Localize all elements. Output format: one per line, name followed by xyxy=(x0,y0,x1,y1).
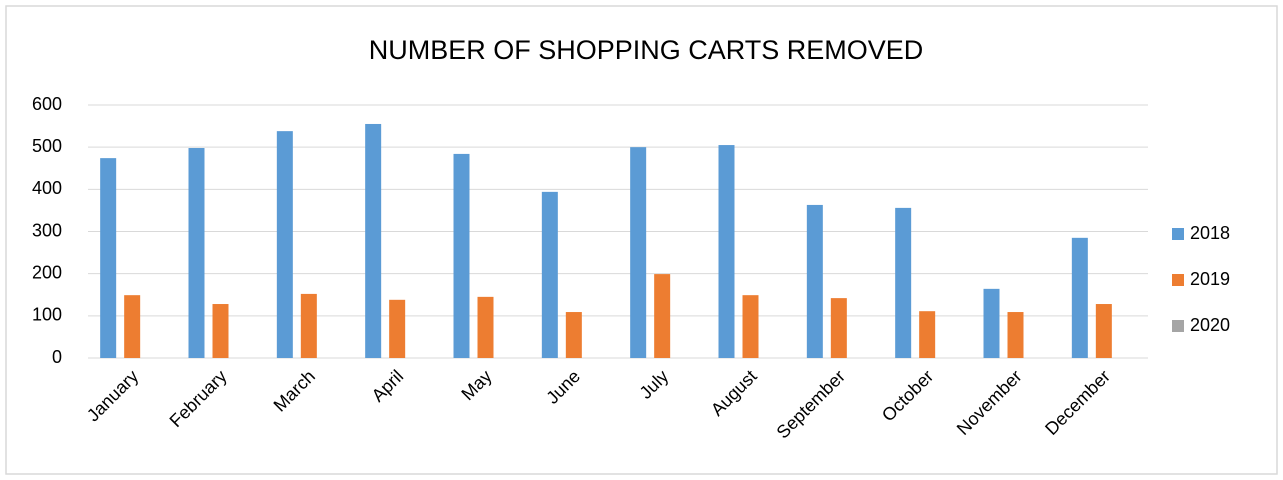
bar xyxy=(100,158,117,358)
bar xyxy=(1007,312,1024,358)
bar xyxy=(630,147,647,358)
bar xyxy=(983,288,1000,358)
y-tick-label: 200 xyxy=(32,262,62,282)
legend-label: 2018 xyxy=(1190,223,1230,243)
bar xyxy=(541,191,558,358)
y-tick-label: 100 xyxy=(32,305,62,325)
bar xyxy=(365,123,382,358)
bar xyxy=(806,204,823,358)
bar xyxy=(212,304,229,358)
bar xyxy=(1071,237,1088,358)
bar xyxy=(895,207,912,358)
y-tick-label: 400 xyxy=(32,178,62,198)
chart-title: NUMBER OF SHOPPING CARTS REMOVED xyxy=(369,35,924,65)
legend-swatch xyxy=(1172,228,1184,240)
y-tick-label: 0 xyxy=(52,347,62,367)
legend-swatch xyxy=(1172,320,1184,332)
bar xyxy=(276,131,293,358)
bar xyxy=(742,295,759,358)
bar xyxy=(300,293,317,358)
legend-label: 2019 xyxy=(1190,269,1230,289)
bar xyxy=(565,312,582,358)
bar xyxy=(718,145,735,358)
bar xyxy=(654,274,671,358)
bar xyxy=(188,148,205,358)
legend-swatch xyxy=(1172,274,1184,286)
y-tick-label: 500 xyxy=(32,136,62,156)
legend-label: 2020 xyxy=(1190,315,1230,335)
bar xyxy=(919,311,936,358)
bar xyxy=(830,298,847,358)
bar xyxy=(389,299,406,358)
bar xyxy=(453,153,470,358)
bar xyxy=(477,296,494,358)
y-tick-label: 300 xyxy=(32,220,62,240)
bar xyxy=(1095,304,1112,358)
bar xyxy=(124,295,141,358)
y-tick-label: 600 xyxy=(32,94,62,114)
